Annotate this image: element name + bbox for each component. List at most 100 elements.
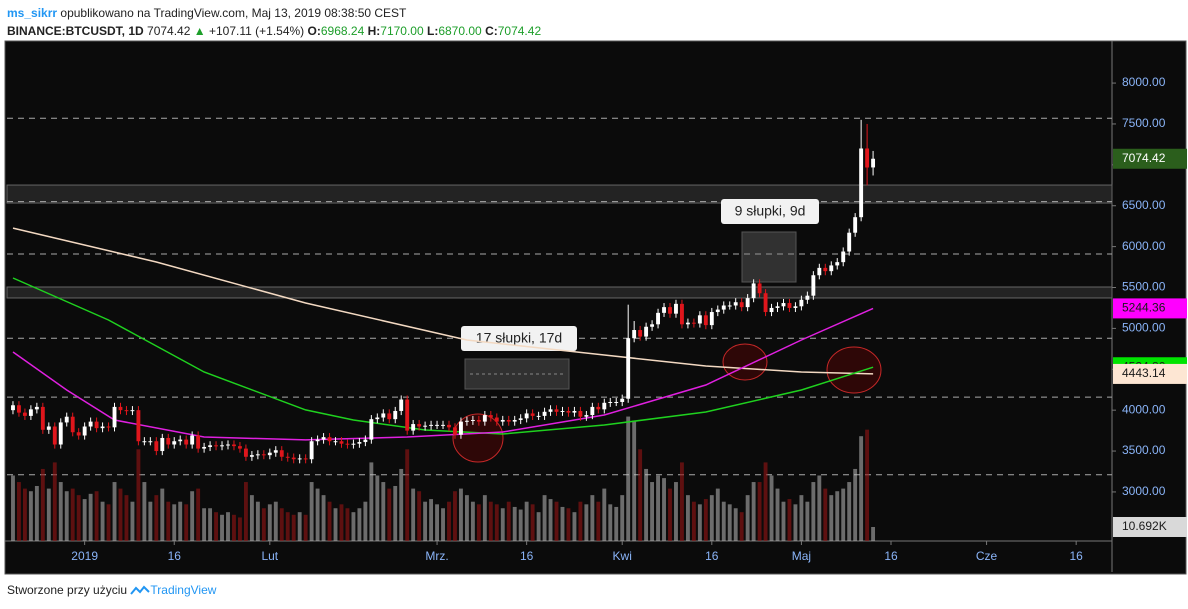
x-tick-label: Kwi (613, 549, 632, 563)
price-badge-label: 4443.14 (1122, 366, 1166, 380)
candle-body (464, 420, 469, 422)
volume-bar (464, 495, 469, 541)
volume-bar (835, 491, 840, 541)
volume-bar (769, 475, 774, 541)
moving-average (12, 227, 874, 375)
candle-body (494, 417, 499, 422)
volume-bar (393, 485, 398, 541)
volume-bar (811, 482, 816, 541)
x-tick-label: Cze (976, 549, 998, 563)
footer-text: Stworzone przy użyciu (7, 583, 128, 597)
volume-bar (88, 493, 93, 541)
candle-body (124, 410, 129, 412)
volume-bar (309, 482, 314, 541)
candle-body (506, 419, 511, 422)
footer: Stworzone przy użyciu TradingView (7, 582, 216, 597)
candle-body (243, 448, 248, 457)
candle-body (482, 415, 487, 422)
volume-bar (184, 504, 189, 541)
symbol: BINANCE:BTCUSDT, 1D (7, 24, 144, 38)
volume-bar (339, 504, 344, 541)
volume-bar (865, 429, 870, 541)
candle-body (757, 283, 762, 294)
highlight-circle[interactable] (452, 413, 504, 463)
candle-body (727, 305, 732, 307)
volume-bar (112, 482, 117, 541)
volume-bar (124, 495, 129, 541)
candle-body (52, 426, 57, 445)
candle-body (148, 441, 153, 443)
candle-body (476, 419, 481, 422)
volume-bar (297, 512, 302, 541)
volume-bar (166, 501, 171, 541)
brand[interactable]: TradingView (150, 583, 217, 597)
logo-mark (130, 585, 151, 595)
candle-body (11, 405, 15, 411)
candle-body (769, 307, 774, 313)
candle-body (297, 458, 302, 460)
candle-body (614, 401, 619, 403)
candle-body (64, 416, 69, 423)
volume-bar (261, 508, 266, 541)
ohlc-key: H: (367, 24, 381, 38)
candle-body (793, 306, 798, 308)
candle-body (805, 295, 810, 300)
candle-body (554, 409, 559, 412)
candle-body (703, 315, 708, 326)
candle-body (46, 426, 51, 430)
logo (130, 585, 151, 595)
price-badge (1113, 148, 1187, 169)
x-tick-label: 16 (884, 549, 898, 563)
measure-box[interactable] (464, 358, 570, 390)
author[interactable]: ms_sikrr (7, 6, 58, 20)
volume-bar (381, 482, 386, 541)
volume-bar (775, 488, 780, 541)
ohlc-value: 6870.00 (438, 24, 482, 38)
candle-body (387, 413, 392, 420)
volume-bar (249, 495, 254, 541)
volume-bar (745, 495, 750, 541)
highlight-circle[interactable] (826, 346, 882, 394)
annotation-box (461, 326, 577, 351)
candle-body (417, 424, 422, 427)
candle-body (351, 443, 356, 445)
annotation: 17 słupki, 17d (476, 330, 562, 346)
volume-bar (674, 482, 678, 541)
volume-bar (22, 488, 27, 541)
volume-bar (482, 495, 487, 541)
volume-bar (279, 508, 284, 541)
volume-bar (703, 499, 708, 541)
volume-bar (411, 488, 416, 541)
ohlc-key: C: (485, 24, 498, 38)
candle-body (238, 446, 242, 449)
x-tick-label: 16 (168, 549, 182, 563)
candle-body (781, 303, 786, 307)
candle-body (656, 312, 660, 325)
candle-body (715, 309, 720, 313)
candle-body (309, 441, 314, 460)
x-tick-label: 16 (520, 549, 534, 563)
candle-body (291, 457, 296, 460)
candle-body (787, 303, 792, 308)
candle-body (130, 410, 135, 412)
volume-bar (578, 501, 583, 541)
candle-body (70, 416, 75, 433)
volume-bar (733, 508, 738, 541)
candle-body (733, 302, 738, 306)
candle-body (763, 293, 768, 313)
candle-body (166, 437, 171, 445)
volume-bar (787, 499, 792, 541)
candle-body (572, 410, 577, 413)
measure-box[interactable] (741, 231, 797, 283)
volume-bar (626, 416, 631, 541)
volume-bar (405, 449, 410, 541)
candle-body (279, 450, 284, 457)
price-zone (6, 184, 1113, 204)
candle-body (112, 406, 117, 428)
candle-body (530, 413, 535, 416)
header-line: ms_sikrr opublikowano na TradingView.com… (7, 4, 541, 22)
ohlc-value: 6968.24 (320, 24, 365, 38)
ohlc-value: 7170.00 (380, 24, 424, 38)
volume-bar (303, 514, 308, 541)
volume-badge (1113, 516, 1187, 537)
